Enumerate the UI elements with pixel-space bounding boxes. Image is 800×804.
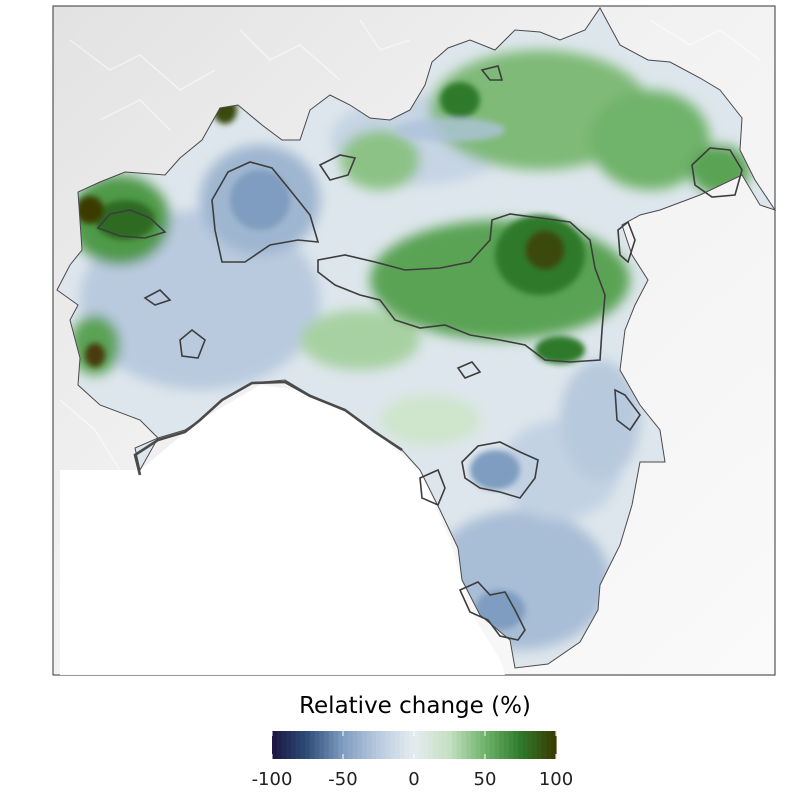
colorbar-segment <box>286 731 292 759</box>
colorbar-segment <box>319 731 325 759</box>
colorbar-segment <box>418 731 425 759</box>
colorbar-segment <box>376 731 382 759</box>
colorbar-segment <box>522 731 529 759</box>
colorbar-segment <box>485 731 491 759</box>
colorbar-segment <box>300 731 306 759</box>
colorbar: -100 -50 0 50 100 <box>252 731 574 790</box>
colorbar-segment <box>295 731 301 759</box>
colorbar-tick-label: -100 <box>252 769 293 790</box>
protected-area-south-central <box>456 361 482 379</box>
colorbar-segment <box>499 731 505 759</box>
protected-area-east <box>691 147 743 198</box>
colorbar-segment <box>361 731 368 759</box>
protected-area-western-alps <box>96 209 167 239</box>
colorbar-segment <box>518 731 524 759</box>
colorbar-segment <box>470 731 477 759</box>
colorbar-tick-labels: -100 -50 0 50 100 <box>252 769 574 790</box>
sea-area <box>60 385 505 675</box>
colorbar-segment <box>451 731 458 759</box>
colorbar-segment <box>324 731 330 759</box>
protected-area-southern <box>458 581 526 641</box>
colorbar-segment <box>404 731 410 759</box>
colorbar-segment <box>347 731 354 759</box>
colorbar-segment <box>466 731 472 759</box>
protected-area-north <box>480 65 504 81</box>
colorbar-segment <box>366 731 372 759</box>
colorbar-segment <box>314 731 320 759</box>
colorbar-segment <box>272 731 278 759</box>
colorbar-tick-label: -50 <box>328 769 357 790</box>
colorbar-segment <box>305 731 311 759</box>
colorbar-tick-label: 100 <box>539 769 573 790</box>
colorbar-segment <box>447 731 453 759</box>
colorbar-segment <box>357 731 363 759</box>
colorbar-segment <box>532 731 538 759</box>
colorbar-segment <box>290 731 297 759</box>
colorbar-segment <box>399 731 406 759</box>
colorbar-segment <box>281 731 287 759</box>
colorbar-segment <box>428 731 434 759</box>
protected-area-apennine <box>461 441 539 499</box>
colorbar-tick-label: 50 <box>474 769 497 790</box>
colorbar-segment <box>494 731 500 759</box>
colorbar-segment <box>456 731 462 759</box>
protected-area-coastal-strip <box>617 220 636 264</box>
colorbar-segment <box>395 731 401 759</box>
colorbar-segment <box>508 731 514 759</box>
colorbar-segment <box>423 731 429 759</box>
colorbar-segment <box>475 731 481 759</box>
colorbar-segment <box>390 731 396 759</box>
colorbar-segment <box>513 731 519 759</box>
colorbar-segment <box>343 731 349 759</box>
colorbar-segment <box>546 731 552 759</box>
colorbar-segment <box>309 731 316 759</box>
protected-area-east-coast <box>614 388 641 432</box>
colorbar-segment <box>503 731 510 759</box>
colorbar-segment <box>480 731 486 759</box>
protected-area-aosta <box>211 161 320 263</box>
protected-area-west-small <box>143 289 172 306</box>
colorbar-segment <box>409 731 415 759</box>
colorbar-segment <box>461 731 467 759</box>
colorbar-segment <box>352 731 358 759</box>
colorbar-gradient <box>272 731 557 759</box>
colorbar-segment <box>333 731 339 759</box>
protected-area-southwest <box>179 328 206 359</box>
colorbar-segment <box>432 731 439 759</box>
colorbar-ticks <box>271 731 557 759</box>
colorbar-segment <box>414 731 420 759</box>
colorbar-segment <box>537 731 543 759</box>
colorbar-segment <box>527 731 533 759</box>
colorbar-segment <box>489 731 496 759</box>
region-outline <box>56 7 777 669</box>
colorbar-segment <box>328 731 335 759</box>
colorbar-segment <box>541 731 548 759</box>
colorbar-segment <box>437 731 443 759</box>
protected-area-coast-south <box>419 468 446 507</box>
colorbar-tick-label: 0 <box>408 769 419 790</box>
coastline <box>133 380 403 476</box>
colorbar-segment <box>385 731 391 759</box>
colorbar-segment <box>371 731 377 759</box>
protected-area-lake <box>318 154 357 181</box>
colorbar-segment <box>551 731 557 759</box>
protected-areas <box>96 65 743 641</box>
legend-title: Relative change (%) <box>299 693 531 719</box>
protected-area-central <box>317 213 606 363</box>
colorbar-segment <box>380 731 387 759</box>
colorbar-segment <box>276 731 283 759</box>
colorbar-segment <box>442 731 448 759</box>
colorbar-segment <box>338 731 344 759</box>
